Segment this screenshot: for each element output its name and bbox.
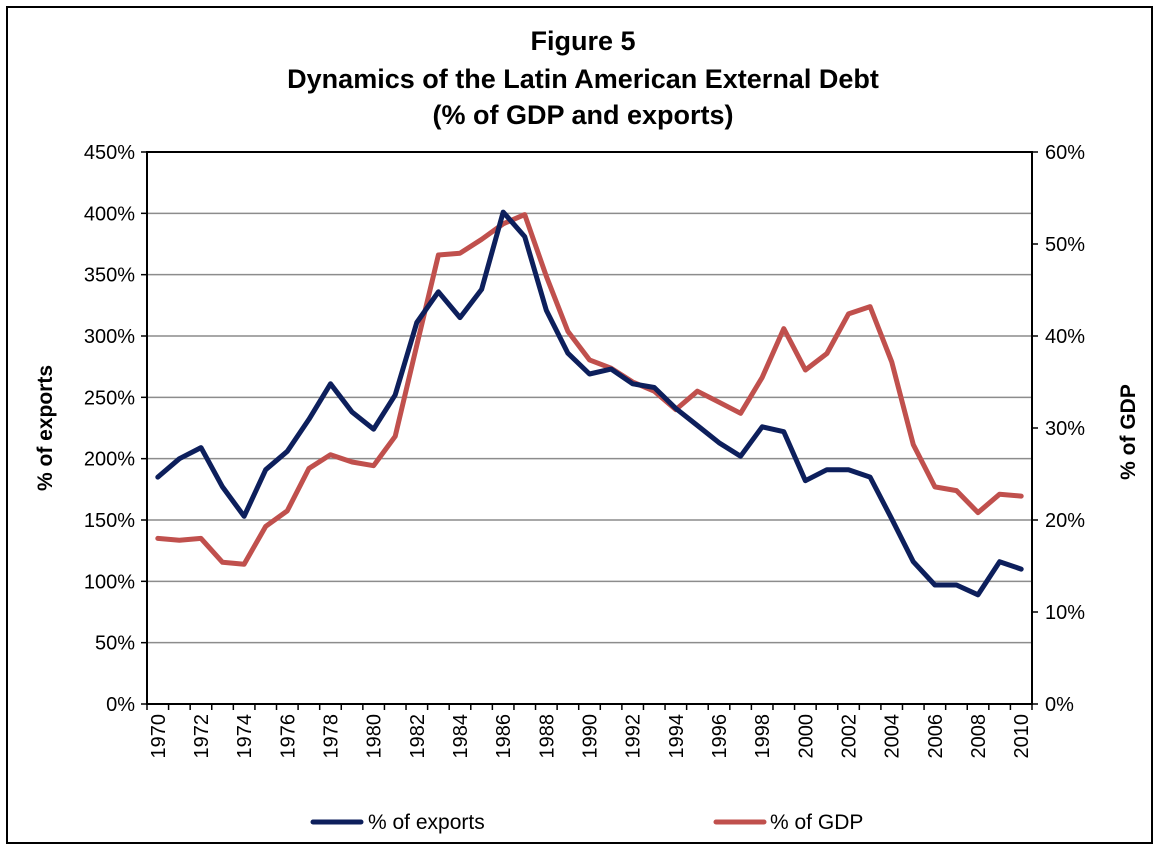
right-tick-label: 50% (1045, 234, 1085, 256)
x-tick-label: 1984 (450, 714, 472, 759)
line-chart: Figure 5 Dynamics of the Latin American … (34, 26, 1140, 834)
series-line-gdp (155, 212, 1024, 567)
left-tick-label: 0% (106, 694, 135, 716)
x-tick-label: 1978 (320, 714, 342, 759)
gridlines (147, 212, 1032, 644)
x-tick-label: 1988 (536, 714, 558, 759)
series-line-exports (155, 209, 1024, 598)
x-tick-label: 1976 (277, 714, 299, 759)
right-tick-label: 0% (1045, 694, 1074, 716)
right-tick-label: 60% (1045, 142, 1085, 164)
x-tick-label: 2002 (839, 714, 861, 759)
left-tick-label: 50% (95, 633, 135, 655)
right-tick-label: 40% (1045, 326, 1085, 348)
series-lines (155, 209, 1024, 598)
left-tick-label: 450% (84, 142, 135, 164)
left-tick-label: 400% (84, 203, 135, 225)
chart-title: Figure 5 (530, 26, 635, 56)
x-tick-label: 1982 (407, 714, 429, 759)
legend: % of exports % of GDP (310, 811, 863, 834)
right-axis-ticks: 0% 10% 20% 30% 40% 50% 60% (1032, 142, 1085, 716)
x-tick-label: 2010 (1011, 714, 1033, 759)
chart-frame: Figure 5 Dynamics of the Latin American … (6, 6, 1153, 844)
right-tick-label: 20% (1045, 510, 1085, 532)
chart-subtitle-line-2: (% of GDP and exports) (432, 100, 733, 130)
chart-title-group: Figure 5 Dynamics of the Latin American … (287, 26, 879, 130)
left-tick-label: 250% (84, 387, 135, 409)
x-tick-label: 1992 (623, 714, 645, 759)
x-tick-label: 2008 (968, 714, 990, 759)
x-tick-label: 2000 (795, 714, 817, 759)
right-tick-label: 10% (1045, 602, 1085, 624)
x-tick-label: 1986 (493, 714, 515, 759)
legend-label: % of GDP (770, 811, 863, 834)
right-axis-title: % of GDP (1117, 384, 1140, 480)
x-tick-label: 1980 (364, 714, 386, 759)
x-tick-label: 1974 (234, 714, 256, 759)
left-axis-ticks: 0% 50% 100% 150% 200% 250% 300% 350% 400% 450% (84, 142, 147, 716)
x-tick-label: 1970 (148, 714, 170, 759)
left-tick-label: 200% (84, 449, 135, 471)
left-tick-label: 300% (84, 326, 135, 348)
legend-label: % of exports (368, 811, 485, 834)
left-tick-label: 150% (84, 510, 135, 532)
plot-area-border (146, 151, 1033, 705)
x-tick-label: 1990 (580, 714, 602, 759)
left-axis-title: % of exports (34, 365, 57, 491)
x-axis-ticks: 1970 1972 1974 1976 1978 1980 1982 1984 1986 1988… (146, 704, 1033, 759)
chart-subtitle-line-1: Dynamics of the Latin American External … (287, 64, 879, 94)
x-tick-label: 1972 (191, 714, 213, 759)
left-tick-label: 350% (84, 265, 135, 287)
x-tick-label: 2004 (882, 714, 904, 759)
left-tick-label: 100% (84, 571, 135, 593)
x-tick-label: 1998 (752, 714, 774, 759)
x-tick-label: 1994 (666, 714, 688, 759)
x-tick-label: 2006 (925, 714, 947, 759)
x-tick-label: 1996 (709, 714, 731, 759)
right-tick-label: 30% (1045, 418, 1085, 440)
